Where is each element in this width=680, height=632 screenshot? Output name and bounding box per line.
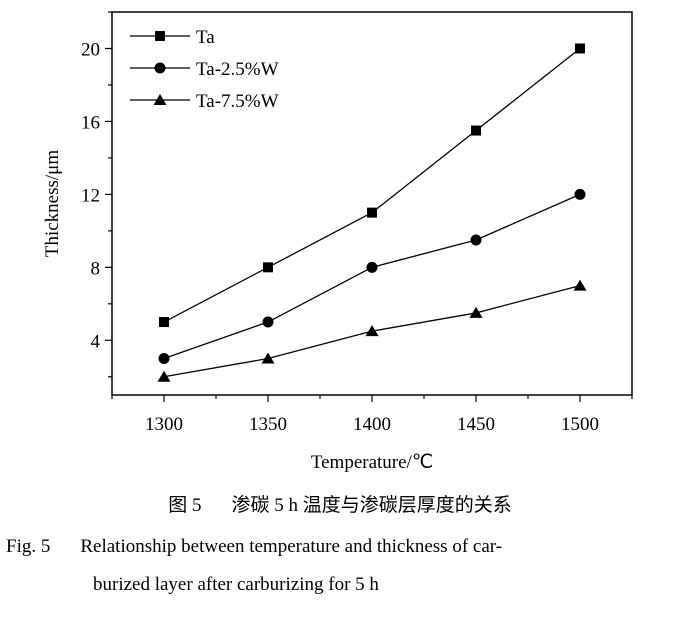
data-point: [158, 353, 170, 365]
caption-english-line2: burized layer after carburizing for 5 h: [93, 574, 379, 595]
data-point: [366, 261, 378, 273]
chart: 4 8 12 16 20 1300 1350 1400 1450 1500 Temperature/…: [42, 11, 633, 473]
series-ta-7-5-w: [157, 279, 587, 382]
data-point: [367, 207, 377, 218]
data-point: [470, 234, 482, 246]
caption-en-label: Fig. 5: [6, 536, 51, 557]
caption-en-text1: Relationship between temperature and thi…: [80, 536, 503, 557]
caption-cn-text: 渗碳 5 h 温度与渗碳层厚度的关系: [231, 495, 512, 516]
data-point: [263, 262, 273, 273]
x-tick-label: 1400: [353, 414, 391, 435]
legend-label: Ta-7.5%W: [196, 91, 279, 112]
y-tick-label: 8: [91, 258, 101, 279]
series-ta: [159, 43, 585, 328]
data-point: [574, 188, 586, 200]
data-point: [469, 306, 483, 318]
caption-cn-label: 图 5: [168, 495, 202, 516]
y-tick-label: 12: [81, 185, 100, 206]
y-tick-label: 16: [81, 112, 100, 133]
y-axis-label: Thickness/μm: [42, 150, 63, 258]
legend-marker: [153, 94, 167, 105]
data-point: [157, 370, 171, 382]
data-point: [262, 316, 274, 328]
data-point: [261, 352, 275, 364]
x-tick-label: 1350: [249, 414, 287, 435]
legend-label: Ta-2.5%W: [196, 59, 279, 80]
x-tick-label: 1450: [457, 414, 495, 435]
data-point: [575, 43, 585, 54]
series-ta-2-5-w: [158, 188, 586, 365]
data-point: [365, 325, 379, 337]
data-point: [573, 279, 587, 291]
caption-english-line1: Fig. 5 Relationship between temperature a…: [6, 536, 502, 558]
legend-marker: [155, 31, 165, 41]
series-line: [163, 47, 581, 323]
caption-chinese: 图 5 渗碳 5 h 温度与渗碳层厚度的关系: [0, 490, 680, 517]
x-axis-label: Temperature/℃: [311, 452, 433, 473]
y-tick-label: 4: [91, 331, 101, 352]
legend-label: Ta: [196, 27, 215, 48]
x-tick-label: 1500: [561, 414, 599, 435]
data-point: [159, 317, 169, 328]
x-tick-label: 1300: [145, 414, 183, 435]
y-tick-label: 20: [81, 39, 100, 60]
legend-marker: [154, 62, 166, 74]
data-point: [471, 125, 481, 136]
